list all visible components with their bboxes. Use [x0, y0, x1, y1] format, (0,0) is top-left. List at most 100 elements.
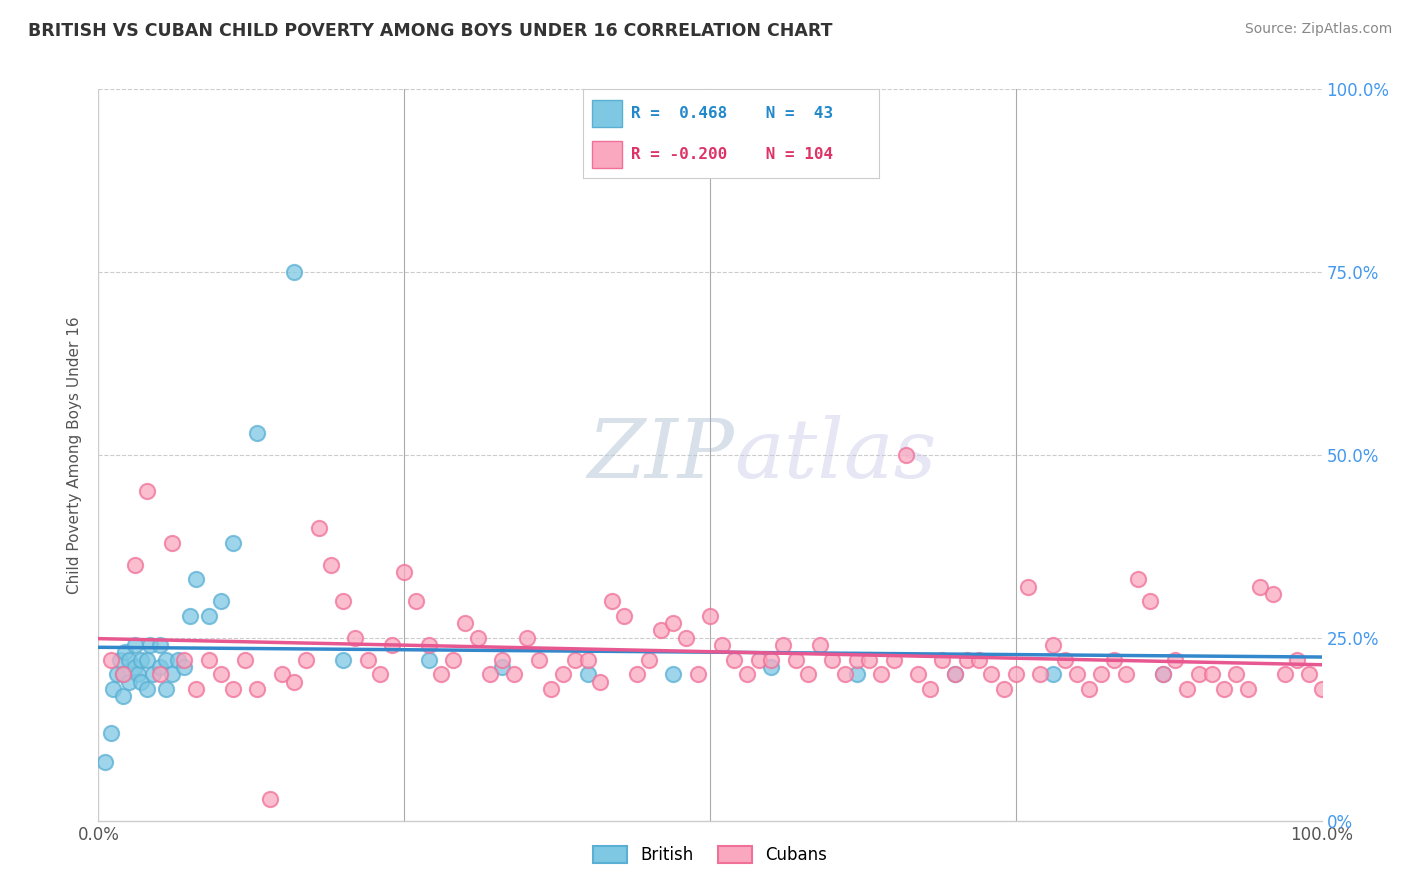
Point [1212, 681, 1234, 696]
Point [319, 558, 342, 572]
Point [114, 645, 136, 659]
Point [626, 667, 648, 681]
Point [1017, 580, 1039, 594]
Text: R = -0.200    N = 104: R = -0.200 N = 104 [631, 147, 832, 161]
Point [209, 667, 232, 681]
Point [1090, 667, 1112, 681]
Point [142, 667, 165, 681]
Point [870, 667, 893, 681]
Point [1323, 667, 1346, 681]
Point [209, 594, 232, 608]
Point [197, 653, 219, 667]
Point [748, 653, 770, 667]
Point [834, 667, 856, 681]
Point [430, 667, 453, 681]
Point [907, 667, 929, 681]
Point [100, 653, 122, 667]
Point [1066, 667, 1088, 681]
Y-axis label: Child Poverty Among Boys Under 16: Child Poverty Among Boys Under 16 [67, 316, 83, 594]
Point [527, 653, 550, 667]
Point [139, 638, 162, 652]
Point [270, 667, 294, 681]
Point [418, 653, 440, 667]
Point [1029, 667, 1052, 681]
Point [1310, 681, 1333, 696]
Point [186, 681, 208, 696]
Point [785, 653, 807, 667]
Point [155, 681, 177, 696]
Point [1004, 667, 1026, 681]
Point [127, 667, 149, 681]
Point [761, 653, 783, 667]
Point [129, 653, 152, 667]
Point [111, 690, 134, 704]
Point [662, 667, 685, 681]
Point [564, 653, 586, 667]
Point [110, 653, 132, 667]
Point [124, 660, 146, 674]
Point [295, 653, 318, 667]
Point [1115, 667, 1137, 681]
Point [149, 667, 172, 681]
Point [136, 484, 159, 499]
Point [993, 681, 1015, 696]
Point [686, 667, 709, 681]
Point [1078, 681, 1101, 696]
Point [136, 681, 159, 696]
Point [1347, 674, 1369, 689]
Point [1250, 580, 1272, 594]
Point [118, 653, 141, 667]
Point [1152, 667, 1174, 681]
Point [105, 667, 128, 681]
Point [124, 558, 146, 572]
Point [118, 674, 141, 689]
Point [576, 653, 599, 667]
Point [1286, 653, 1309, 667]
Point [167, 653, 190, 667]
Point [1274, 667, 1296, 681]
Point [478, 667, 501, 681]
Point [808, 638, 831, 652]
Point [441, 653, 464, 667]
Point [1225, 667, 1247, 681]
Point [381, 638, 404, 652]
Point [233, 653, 256, 667]
Point [638, 653, 661, 667]
Point [246, 681, 269, 696]
Point [723, 653, 745, 667]
Point [772, 638, 794, 652]
Point [332, 653, 354, 667]
Point [160, 667, 183, 681]
Point [149, 638, 172, 652]
Point [1201, 667, 1223, 681]
Point [149, 660, 172, 674]
Point [761, 660, 783, 674]
Point [111, 667, 134, 681]
Point [368, 667, 391, 681]
Point [173, 660, 195, 674]
Point [600, 594, 623, 608]
Point [1164, 653, 1187, 667]
Text: atlas: atlas [734, 415, 936, 495]
Point [1360, 681, 1382, 696]
Point [100, 726, 122, 740]
Point [576, 667, 599, 681]
Point [222, 681, 245, 696]
Point [259, 791, 281, 805]
Point [540, 681, 562, 696]
Point [1188, 667, 1211, 681]
Point [1042, 638, 1064, 652]
Point [111, 667, 134, 681]
Point [931, 653, 953, 667]
Point [179, 608, 201, 623]
Point [155, 653, 177, 667]
Point [101, 681, 124, 696]
Bar [592, 141, 621, 168]
Point [186, 572, 208, 586]
Point [1128, 572, 1150, 586]
Point [920, 681, 942, 696]
Point [1152, 667, 1174, 681]
Text: R =  0.468    N =  43: R = 0.468 N = 43 [631, 106, 832, 120]
Point [491, 653, 513, 667]
Point [467, 631, 489, 645]
